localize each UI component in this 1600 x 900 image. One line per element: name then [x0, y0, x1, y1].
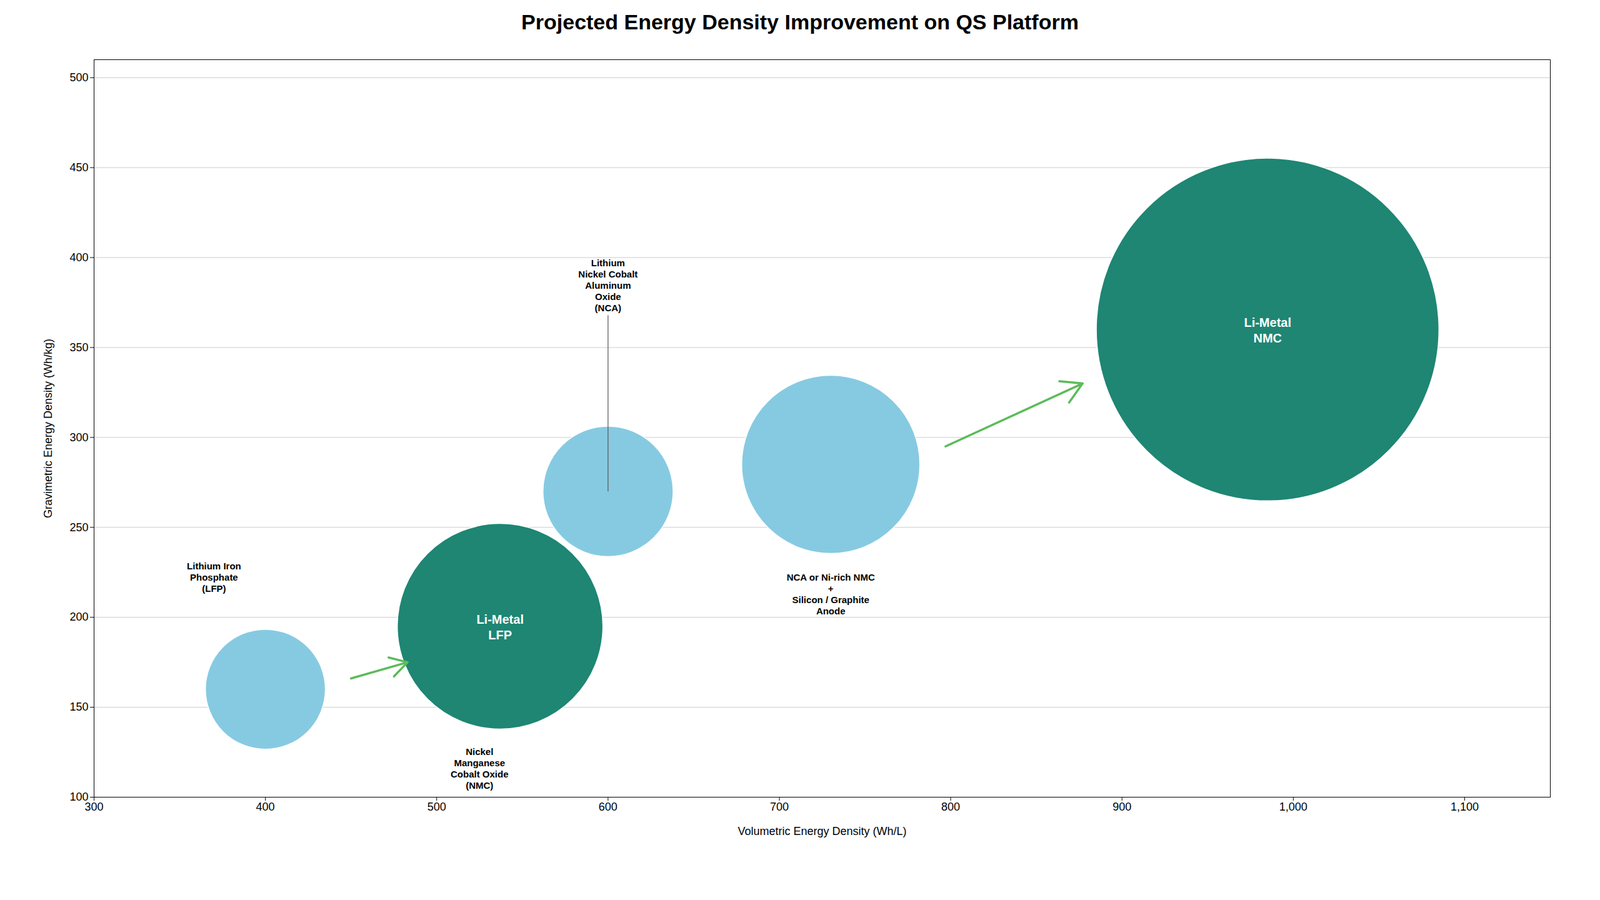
- svg-text:Li-MetalLFP: Li-MetalLFP: [476, 612, 524, 642]
- svg-text:Volumetric Energy Density (Wh/: Volumetric Energy Density (Wh/L): [737, 825, 907, 838]
- svg-text:800: 800: [941, 800, 960, 814]
- svg-text:400: 400: [69, 251, 89, 264]
- svg-text:Lithium IronPhosphate(LFP): Lithium IronPhosphate(LFP): [186, 560, 242, 594]
- svg-text:300: 300: [84, 800, 104, 814]
- svg-text:450: 450: [69, 161, 89, 174]
- svg-text:250: 250: [69, 521, 89, 534]
- svg-text:300: 300: [69, 431, 89, 444]
- svg-text:700: 700: [770, 800, 789, 814]
- svg-text:1,000: 1,000: [1279, 800, 1308, 814]
- svg-text:900: 900: [1112, 800, 1132, 814]
- svg-text:350: 350: [69, 341, 89, 354]
- svg-text:LithiumNickel CobaltAluminumOx: LithiumNickel CobaltAluminumOxide(NCA): [578, 257, 638, 314]
- svg-text:400: 400: [256, 800, 275, 814]
- html-text:Projected Energy Density Impro: Projected Energy Density Improvement on …: [521, 10, 1079, 34]
- svg-text:NCA or Ni-rich NMC+Silicon / G: NCA or Ni-rich NMC+Silicon / GraphiteAno…: [786, 571, 875, 617]
- svg-text:200: 200: [69, 610, 89, 624]
- svg-text:100: 100: [69, 790, 89, 804]
- svg-text:500: 500: [69, 71, 89, 84]
- svg-text:Gravimetric Energy Density (Wh: Gravimetric Energy Density (Wh/kg): [41, 338, 55, 519]
- svg-text:500: 500: [427, 800, 447, 814]
- svg-text:600: 600: [598, 800, 618, 814]
- svg-text:150: 150: [69, 700, 89, 714]
- svg-text:Li-MetalNMC: Li-MetalNMC: [1243, 315, 1292, 345]
- svg-text:1,100: 1,100: [1450, 800, 1479, 814]
- svg-text:NickelManganeseCobalt Oxide(NM: NickelManganeseCobalt Oxide(NMC): [450, 746, 509, 791]
